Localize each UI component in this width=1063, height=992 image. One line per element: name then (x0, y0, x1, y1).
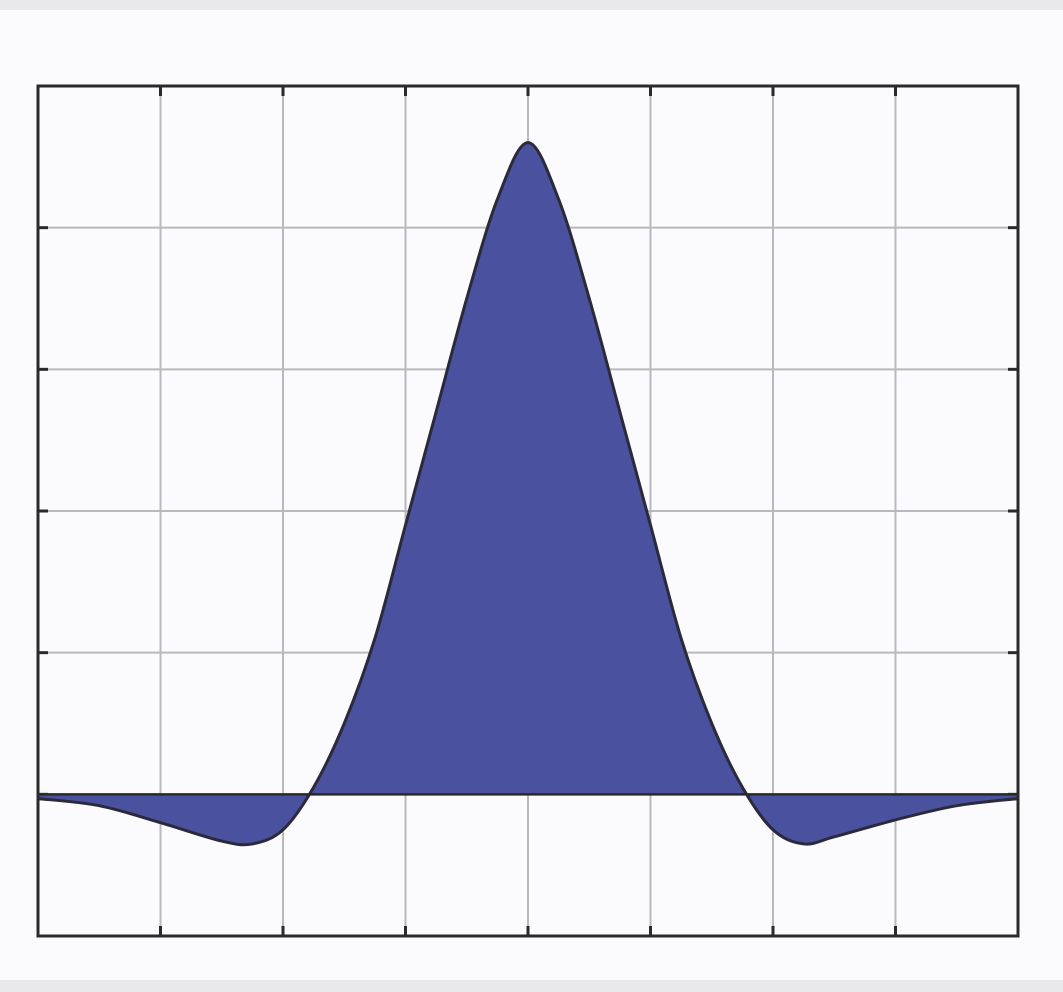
series-line (37, 141, 1019, 847)
area-fill (38, 142, 1018, 845)
plot-frame (36, 84, 1020, 938)
